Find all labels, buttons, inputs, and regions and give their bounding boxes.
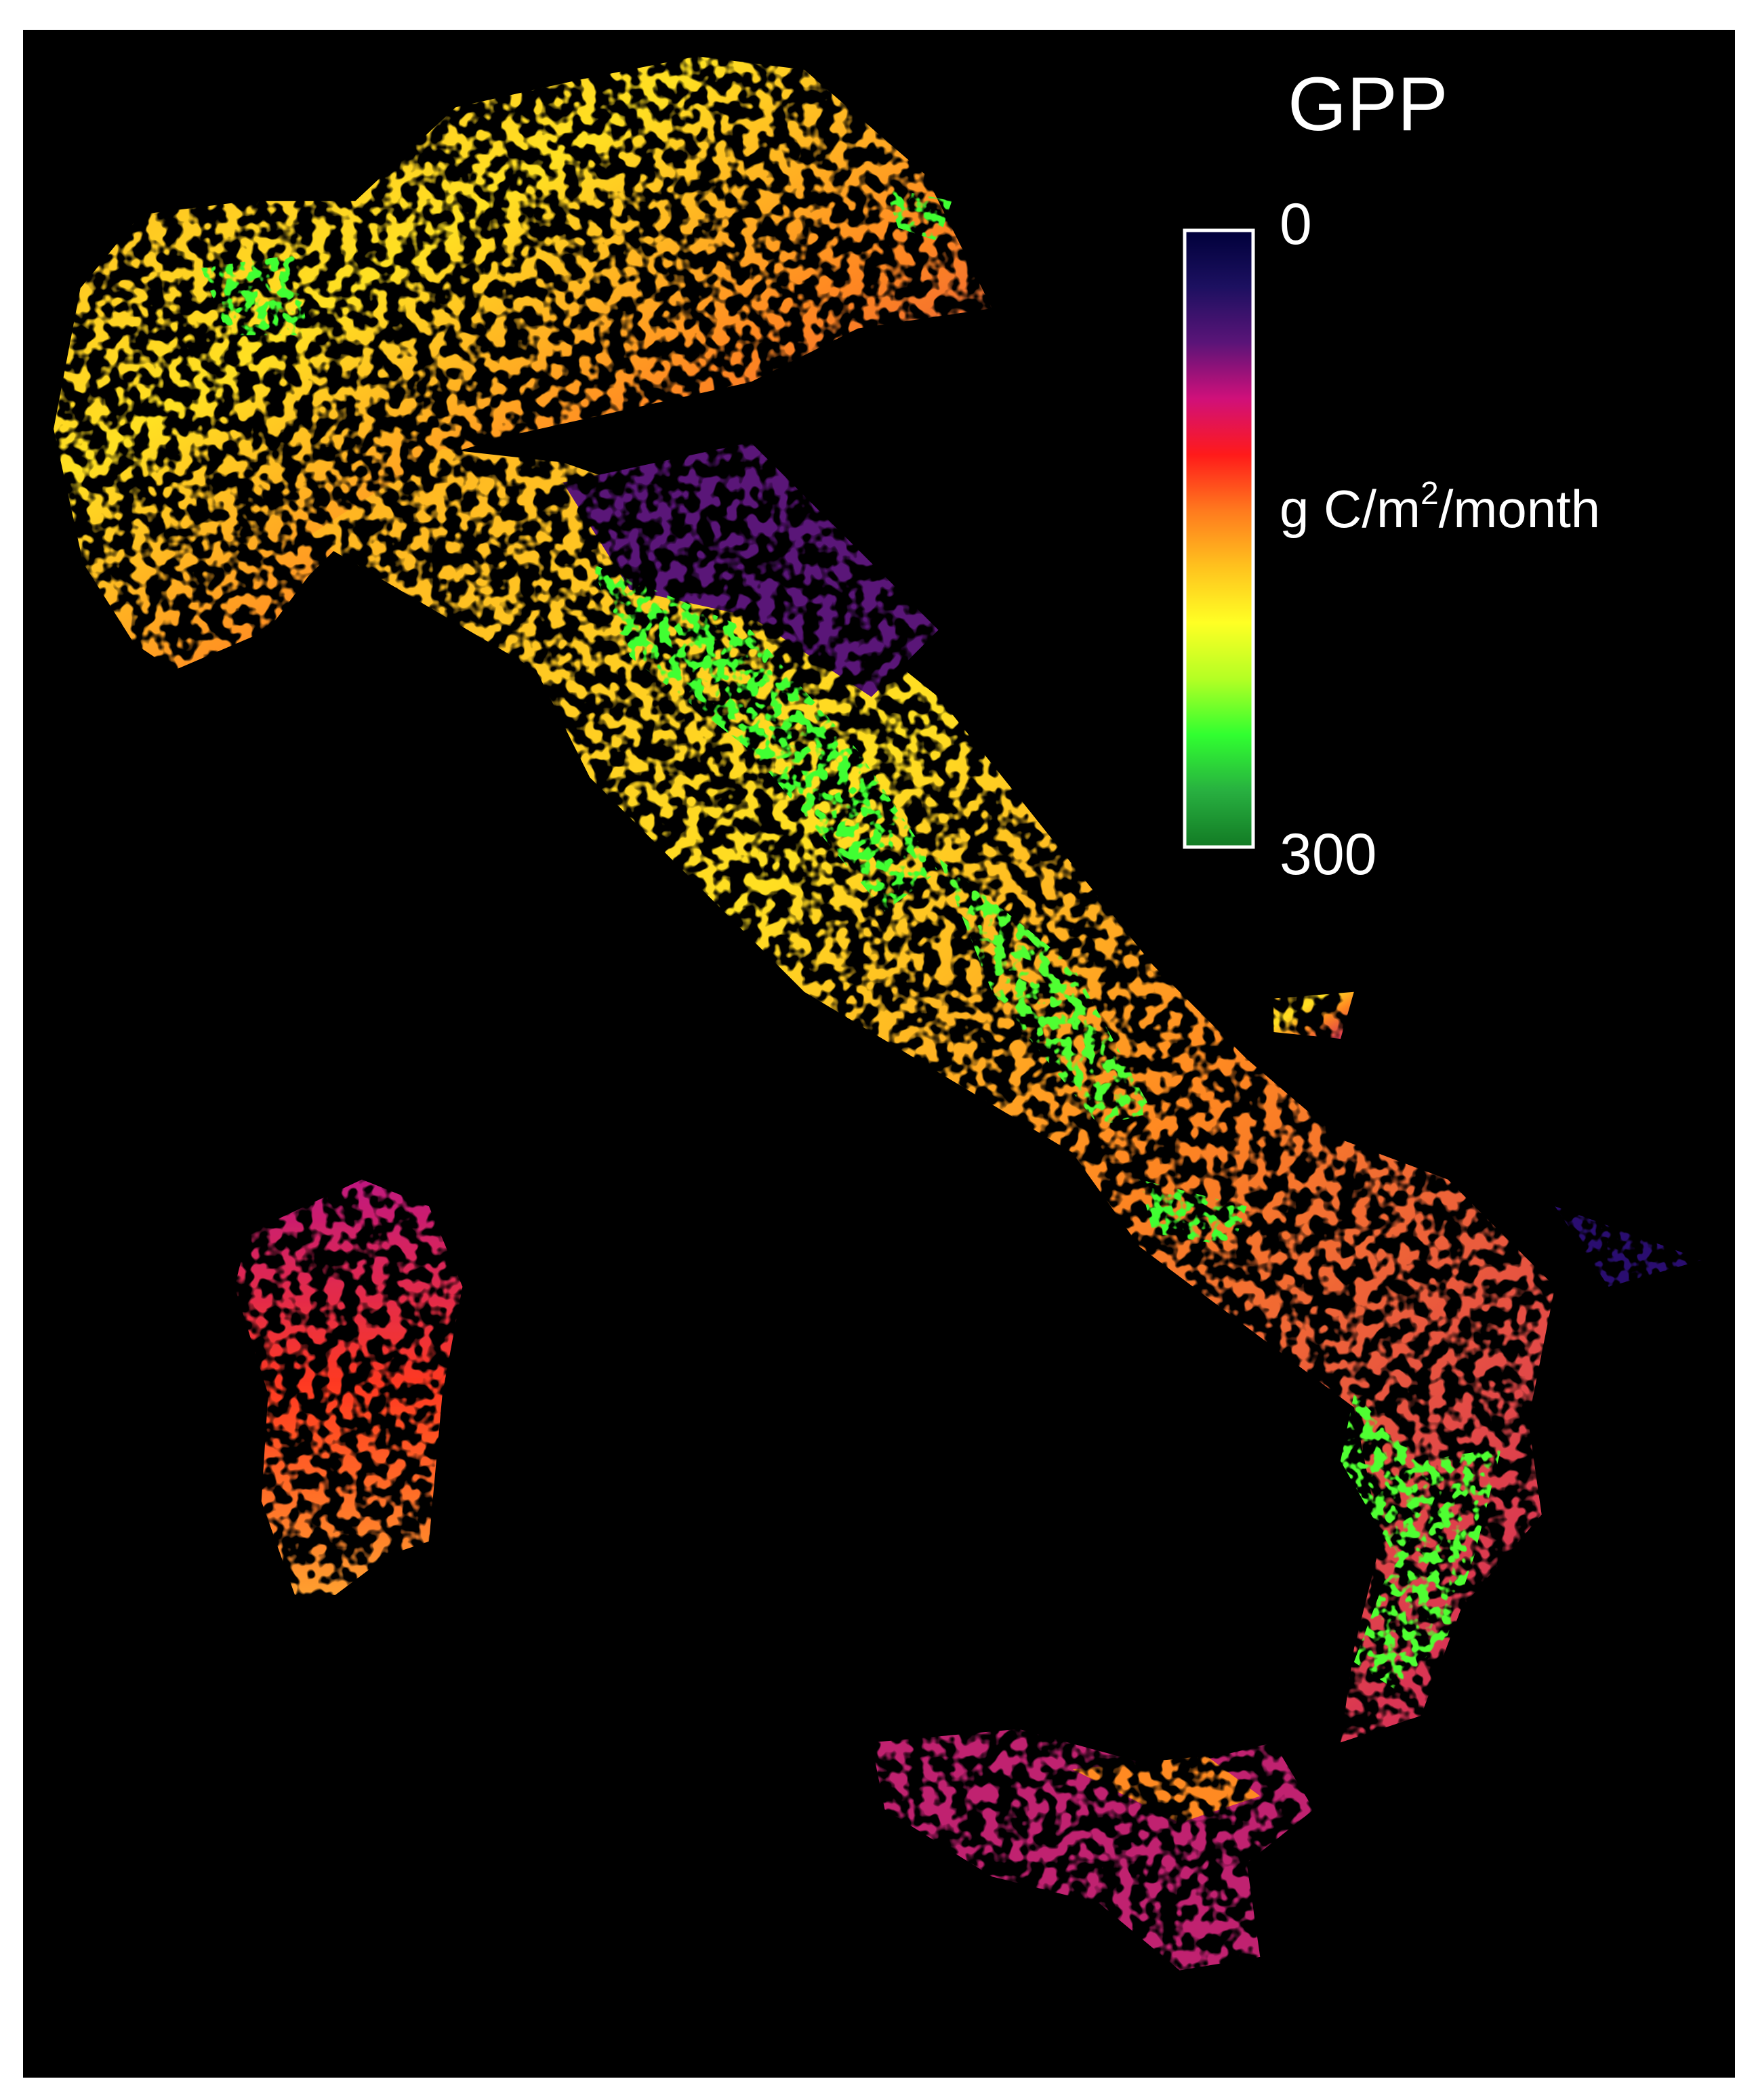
- unit-prefix: g C/m: [1280, 479, 1421, 539]
- unit-superscript: 2: [1421, 476, 1439, 512]
- colorbar-min-label: 0: [1280, 192, 1312, 257]
- legend-title: GPP: [1288, 62, 1448, 146]
- colorbar-unit: g C/m2/month: [1280, 476, 1600, 539]
- colorbar-max-label: 300: [1280, 822, 1377, 887]
- italy-land: [54, 56, 1703, 1971]
- colorbar: [1183, 228, 1255, 849]
- unit-suffix: /month: [1439, 479, 1600, 539]
